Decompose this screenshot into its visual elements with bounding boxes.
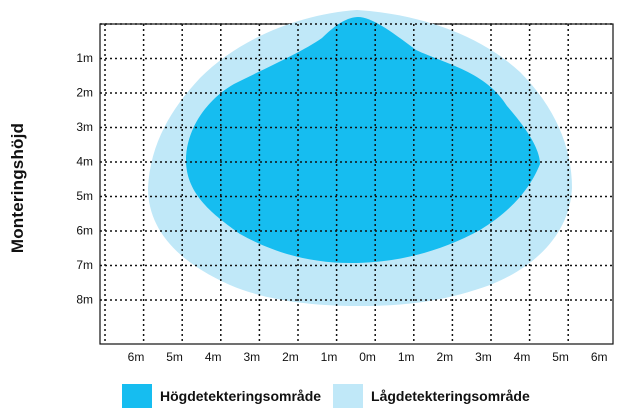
x-tick-label: 5m — [552, 350, 569, 364]
x-tick-label: 2m — [282, 350, 299, 364]
legend-label-high: Högdetekteringsområde — [160, 388, 322, 404]
y-tick-label: 5m — [76, 189, 93, 203]
x-axis-ticks: 6m 5m 4m 3m 2m 1m 0m 1m 2m 3m 4m 5m 6m — [128, 350, 608, 364]
detection-diagram: 1m 2m 3m 4m 5m 6m 7m 8m 6m 5m 4m 3m 2m 1m 0m 1m 2m 3m 4m 5… — [76, 10, 614, 364]
legend-swatch-high — [122, 384, 152, 408]
y-tick-label: 8m — [76, 293, 93, 307]
x-tick-label: 2m — [436, 350, 453, 364]
x-tick-label: 4m — [514, 350, 531, 364]
legend-swatch-low — [333, 384, 364, 408]
y-tick-label: 6m — [76, 224, 93, 238]
y-tick-label: 7m — [76, 258, 93, 272]
x-tick-label: 6m — [128, 350, 145, 364]
x-tick-label: 1m — [321, 350, 338, 364]
y-tick-label: 3m — [76, 120, 93, 134]
legend-item-high: Högdetekteringsområde — [122, 384, 321, 408]
x-tick-label: 0m — [359, 350, 376, 364]
legend: Högdetekteringsområde Lågdetekteringsomr… — [122, 384, 542, 408]
y-tick-label: 4m — [76, 155, 93, 169]
x-tick-label: 6m — [591, 350, 608, 364]
legend-label-low: Lågdetekteringsområde — [371, 388, 530, 404]
y-tick-label: 2m — [76, 86, 93, 100]
grid-lines — [100, 23, 613, 344]
x-tick-label: 4m — [205, 350, 222, 364]
high-detection-zone — [186, 17, 540, 264]
x-tick-label: 3m — [475, 350, 492, 364]
y-tick-label: 1m — [76, 51, 93, 65]
x-tick-label: 5m — [166, 350, 183, 364]
y-axis-ticks: 1m 2m 3m 4m 5m 6m 7m 8m — [76, 51, 93, 307]
x-tick-label: 1m — [398, 350, 415, 364]
legend-item-low: Lågdetekteringsområde — [333, 384, 530, 408]
x-tick-label: 3m — [243, 350, 260, 364]
